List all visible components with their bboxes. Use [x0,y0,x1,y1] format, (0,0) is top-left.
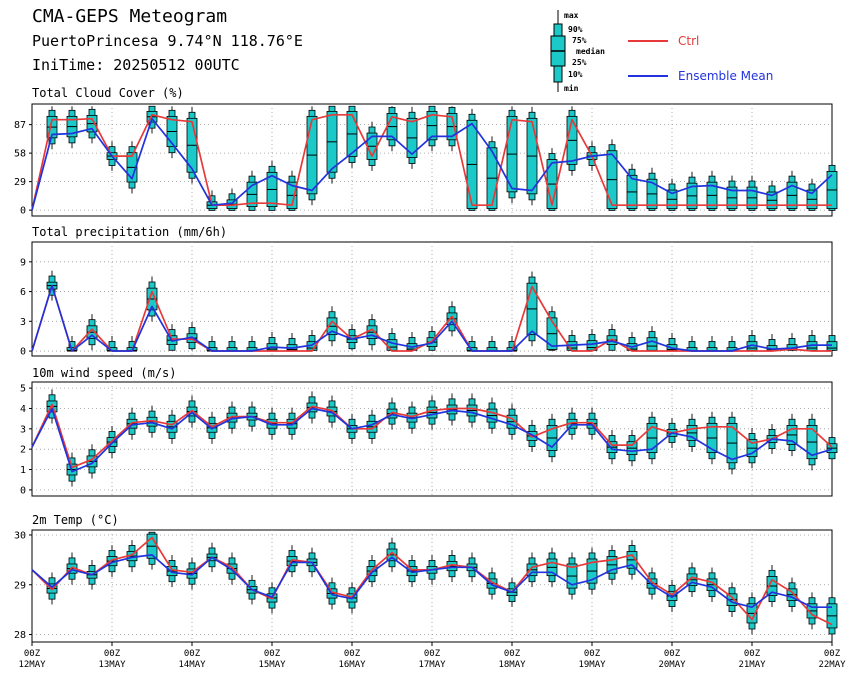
y-tick-label: 6 [20,287,26,298]
y-tick-label: 0 [20,206,26,217]
box-p25-p75 [646,337,658,351]
ensemble-mean-line [31,117,833,211]
y-tick-label: 3 [20,424,26,435]
panel-title: 10m wind speed (m/s) [32,366,177,380]
y-tick-label: 9 [20,257,26,268]
y-tick-label: 28 [14,630,26,641]
y-tick-label: 0 [20,347,26,358]
x-tick-date: 18MAY [498,660,526,670]
x-tick-hour: 00Z [344,649,361,659]
location-label: PuertoPrincesa 9.74°N 118.76°E [32,32,303,50]
legend-median-label: median [576,47,605,56]
legend-mean-label: Ensemble Mean [678,69,774,83]
y-tick-label: 2 [20,445,26,456]
x-tick-hour: 00Z [184,649,201,659]
x-tick-hour: 00Z [424,649,441,659]
y-tick-label: 29 [14,177,26,188]
x-tick-hour: 00Z [24,649,41,659]
legend-p10-label: 10% [568,70,583,79]
init-time-label: IniTime: 20250512 00UTC [32,56,240,74]
x-tick-date: 15MAY [258,660,286,670]
x-tick-date: 13MAY [98,660,126,670]
box-p25-p75 [706,347,718,351]
y-tick-label: 30 [14,530,26,541]
legend-p90-label: 90% [568,25,583,34]
legend-ctrl-swatch [628,40,668,42]
legend-mean: Ensemble Mean [628,69,808,83]
legend-min-label: min [564,84,579,93]
legend: max 90% 75% median 25% 10% min Ctrl Ense… [548,8,848,96]
ctrl-line [31,403,833,469]
box-p25-p75 [226,347,238,351]
x-tick-hour: 00Z [744,649,761,659]
legend-ctrl: Ctrl [628,34,808,48]
x-tick-date: 16MAY [338,660,366,670]
legend-ctrl-label: Ctrl [678,34,700,48]
x-tick-date: 19MAY [578,660,606,670]
x-tick-date: 20MAY [658,660,686,670]
legend-box-glyph [550,10,566,92]
y-tick-label: 29 [14,580,26,591]
legend-mean-swatch [628,75,668,77]
panel-title: 2m Temp (°C) [32,513,119,527]
ensemble-mean-line [31,407,833,473]
box-p25-p75 [826,341,838,351]
chart-title: CMA-GEPS Meteogram [32,6,228,27]
y-tick-label: 87 [14,120,26,131]
legend-max-label: max [564,11,579,20]
legend-p75-label: 75% [572,36,587,45]
y-tick-label: 5 [20,384,26,395]
legend-p25-label: 25% [572,58,587,67]
box-p25-p75 [486,347,498,351]
ensemble-mean-line [31,554,832,609]
x-tick-date: 22MAY [818,660,846,670]
x-tick-date: 12MAY [18,660,46,670]
x-tick-date: 14MAY [178,660,206,670]
y-tick-label: 58 [14,149,26,160]
y-tick-label: 0 [20,485,26,496]
panel-title: Total precipitation (mm/6h) [32,225,227,239]
y-tick-label: 3 [20,317,26,328]
x-tick-hour: 00Z [824,649,841,659]
ensemble-mean-line [31,284,832,352]
panel-title: Total Cloud Cover (%) [32,86,184,100]
x-tick-date: 17MAY [418,660,446,670]
x-tick-hour: 00Z [104,649,121,659]
ctrl-line [31,113,832,211]
x-tick-hour: 00Z [664,649,681,659]
x-tick-hour: 00Z [504,649,521,659]
x-tick-hour: 00Z [584,649,601,659]
y-tick-label: 1 [20,465,26,476]
y-tick-label: 4 [20,404,26,415]
x-tick-hour: 00Z [264,649,281,659]
x-tick-date: 21MAY [738,660,766,670]
